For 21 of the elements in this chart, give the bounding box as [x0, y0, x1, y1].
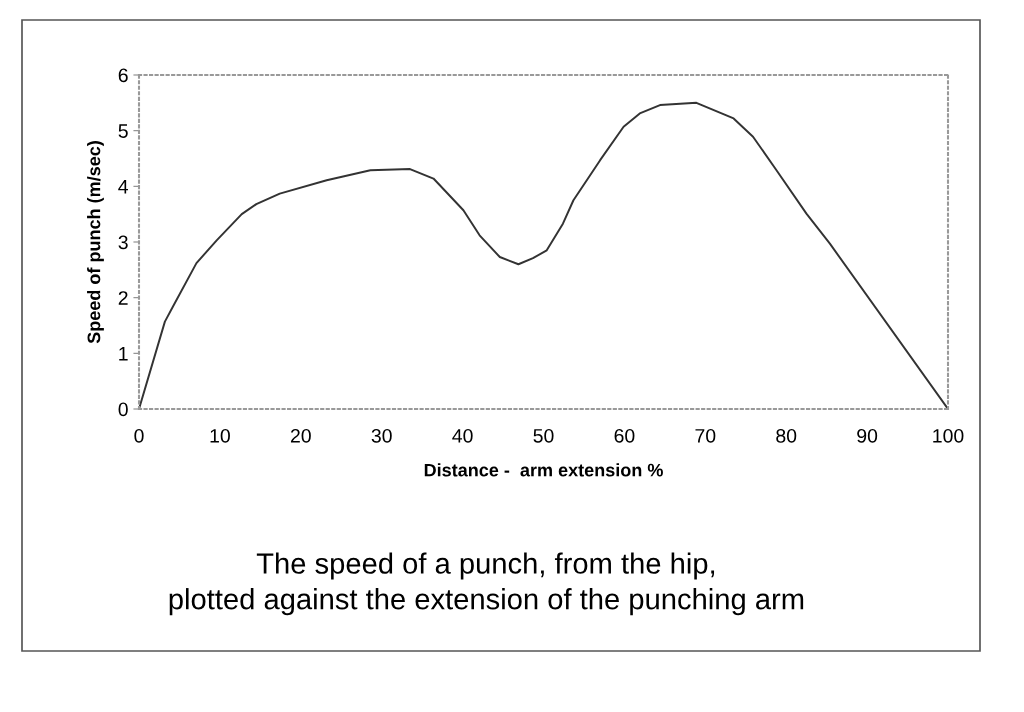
x-tick-label: 70 — [695, 428, 716, 443]
x-tick-label: 60 — [614, 428, 635, 443]
x-tick-label: 30 — [371, 428, 392, 443]
x-tick-label: 100 — [933, 428, 964, 443]
y-tick-label: 2 — [118, 291, 128, 305]
x-tick-label: 40 — [452, 428, 473, 443]
y-tick-label: 0 — [118, 402, 128, 417]
x-tick-label: 80 — [776, 428, 797, 443]
y-tick-label: 3 — [118, 235, 128, 250]
y-tick-label: 5 — [118, 124, 128, 138]
y-axis-title: Speed of punch (m/sec) — [87, 141, 104, 344]
x-tick-label: 90 — [857, 428, 878, 443]
x-axis-title: Distance - arm extension % — [424, 463, 663, 477]
x-tick-label: 10 — [210, 428, 230, 443]
x-tick-label: 50 — [533, 428, 554, 443]
text: The speed of a punch, from the hip, plotted against the extension of the punching arm — [169, 552, 804, 616]
y-tick-label: 4 — [118, 180, 129, 194]
y-tick-label: 6 — [118, 68, 128, 83]
x-tick-label: 20 — [290, 428, 311, 443]
x-tick-label: 0 — [134, 428, 144, 443]
y-tick-label: 1 — [119, 347, 128, 361]
